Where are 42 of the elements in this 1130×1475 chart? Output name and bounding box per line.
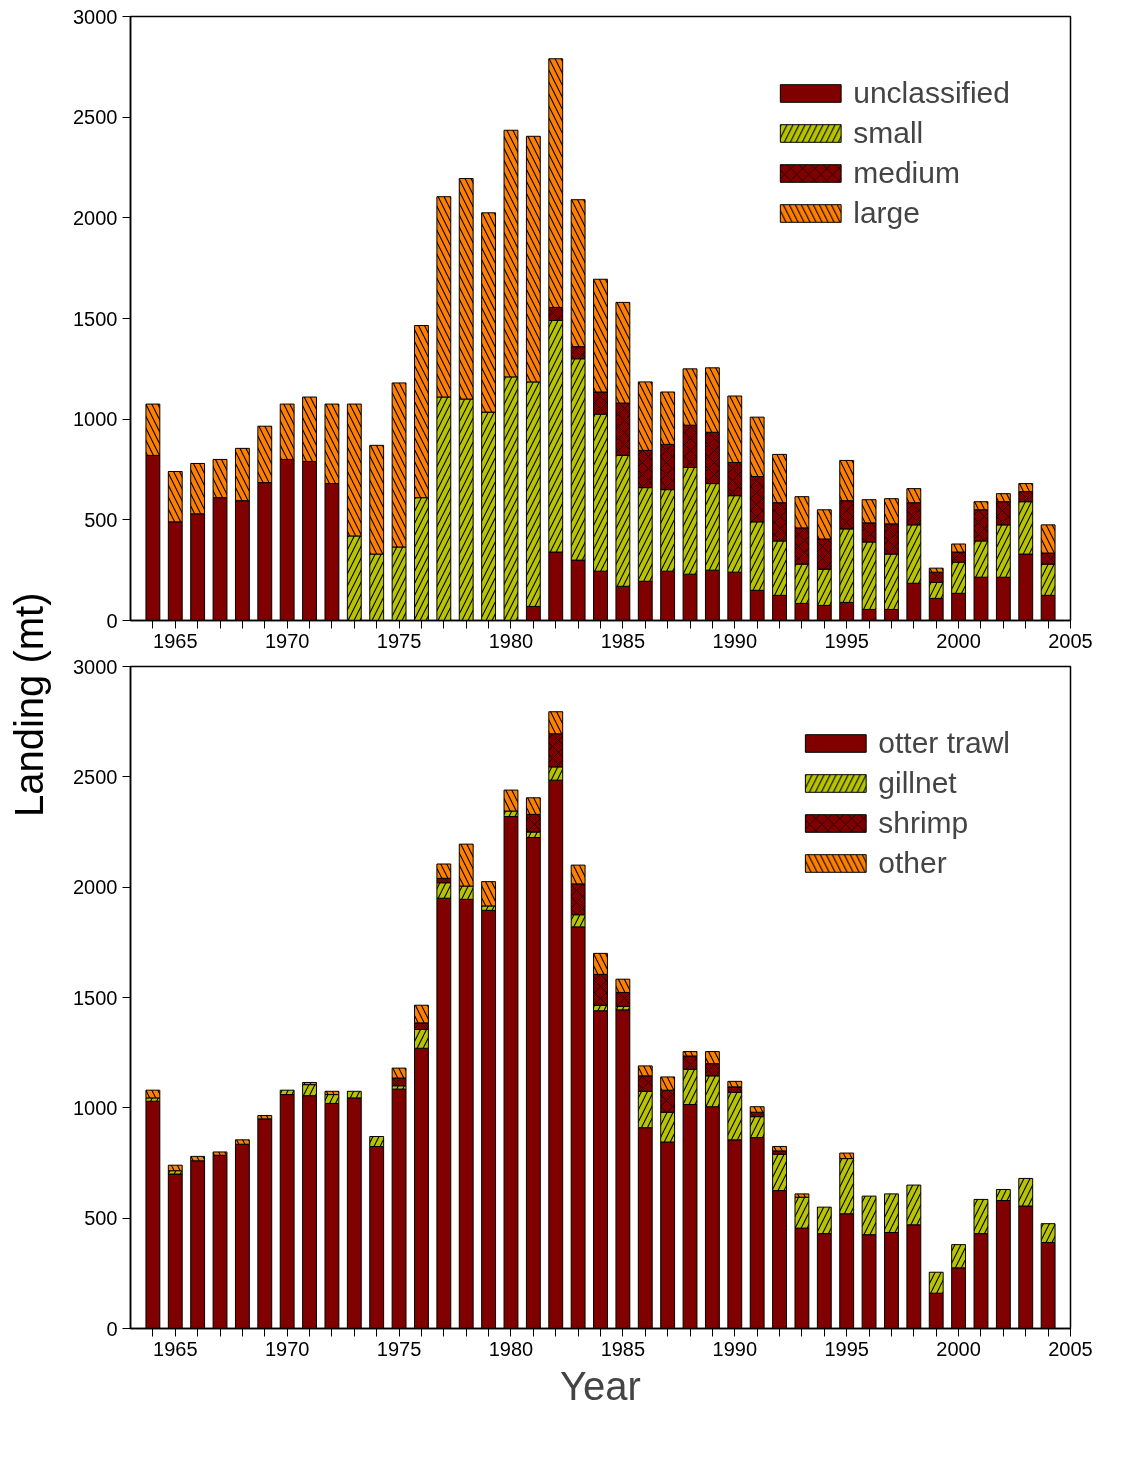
y-tick-label: 1500: [73, 986, 118, 1009]
y-tick-label: 3000: [73, 655, 118, 678]
x-axis-title: Year: [560, 1363, 641, 1408]
x-tick-label: 1995: [824, 629, 869, 652]
x-tick-label: 1965: [153, 629, 198, 652]
legend-label: otter trawl: [878, 726, 1010, 760]
legend-label: shrimp: [878, 806, 969, 840]
y-tick-label: 3000: [73, 5, 118, 28]
y-tick-label: 2000: [73, 876, 118, 899]
legend-label: gillnet: [878, 766, 957, 800]
x-tick-label: 1975: [376, 629, 422, 652]
x-tick-label: 1990: [712, 1337, 758, 1360]
x-tick-label: 2005: [1048, 1337, 1093, 1360]
y-tick-label: 0: [106, 1317, 118, 1340]
legend-label: other: [878, 846, 947, 880]
x-tick-label: 1995: [824, 1337, 869, 1360]
y-tick-label: 2500: [73, 106, 118, 129]
x-tick-label: 1985: [600, 1337, 646, 1360]
x-tick-label: 1985: [600, 629, 646, 652]
x-tick-label: 1970: [264, 629, 310, 652]
legend-label: large: [853, 196, 920, 230]
x-tick-label: 1965: [153, 1337, 198, 1360]
y-tick-label: 2000: [73, 206, 118, 229]
legend-label: small: [853, 116, 924, 150]
legend-label: medium: [853, 156, 960, 190]
x-tick-label: 2005: [1048, 629, 1093, 652]
y-tick-label: 500: [84, 1207, 118, 1230]
x-tick-label: 1990: [712, 629, 758, 652]
y-axis-title: Landing (mt): [6, 592, 53, 818]
x-tick-label: 1975: [376, 1337, 422, 1360]
y-tick-label: 500: [84, 508, 118, 531]
y-tick-label: 1500: [73, 307, 118, 330]
x-tick-label: 2000: [936, 1337, 981, 1360]
y-tick-label: 0: [106, 609, 118, 632]
y-tick-label: 1000: [73, 1096, 118, 1119]
legend-label: unclassified: [853, 76, 1010, 110]
y-tick-label: 2500: [73, 765, 118, 788]
x-tick-label: 1980: [488, 1337, 534, 1360]
x-tick-label: 2000: [936, 629, 981, 652]
x-tick-label: 1980: [488, 629, 534, 652]
x-tick-label: 1970: [264, 1337, 310, 1360]
y-tick-label: 1000: [73, 408, 118, 431]
